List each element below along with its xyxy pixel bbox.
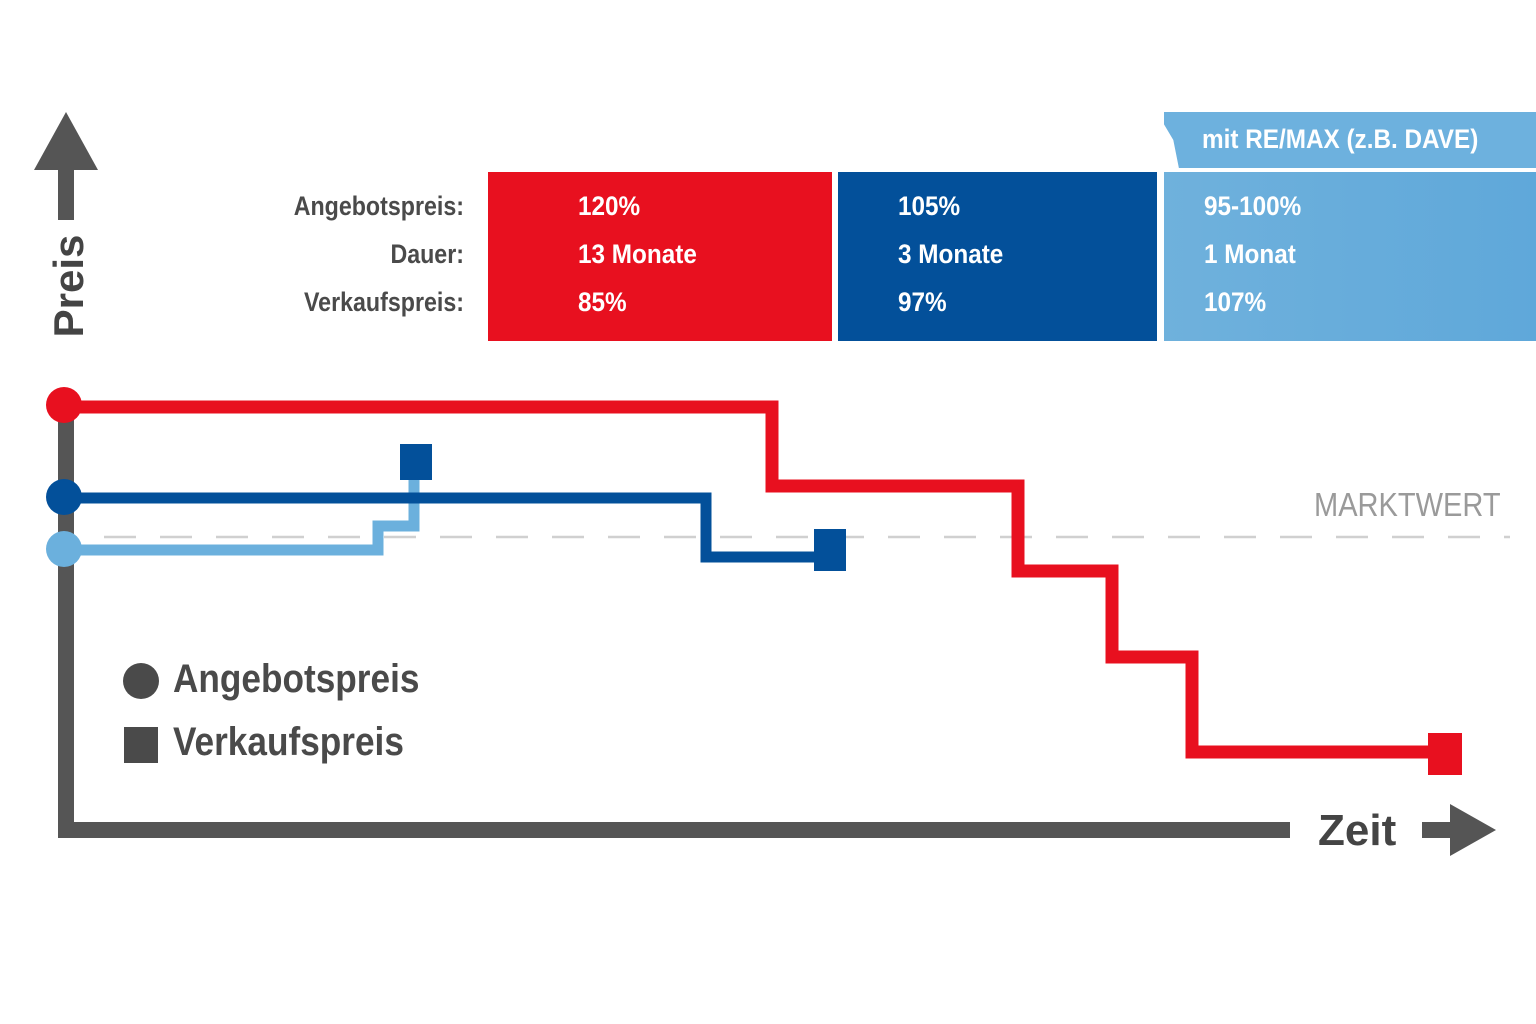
x-axis-arrow-shaft xyxy=(1422,822,1452,838)
y-axis-label: Preis xyxy=(45,234,92,338)
panel-red-angebotspreis: 120% xyxy=(578,191,641,221)
series-lightblue-line xyxy=(66,466,420,556)
legend-square-icon xyxy=(124,727,158,763)
series-lightblue-angebotspreis-circle xyxy=(46,531,82,567)
marktwert-label: MARKTWERT xyxy=(1314,486,1501,523)
panel-lightblue: 95-100% 1 Monat 107% xyxy=(1164,172,1536,341)
panel-red: 120% 13 Monate 85% xyxy=(488,172,832,341)
series-blue-verkaufspreis-square xyxy=(400,444,432,480)
remax-header-label: mit RE/MAX (z.B. DAVE) xyxy=(1202,124,1479,154)
panel-blue-angebotspreis: 105% xyxy=(898,191,961,221)
legend-circle-icon xyxy=(123,663,159,699)
legend-label-angebotspreis: Angebotspreis xyxy=(173,657,420,701)
panel-blue: 105% 3 Monate 97% xyxy=(838,172,1157,341)
panel-lightblue-angebotspreis: 95-100% xyxy=(1204,191,1302,221)
panel-blue-dauer: 3 Monate xyxy=(898,239,1004,269)
series-red-angebotspreis-circle xyxy=(46,387,82,423)
row-label-angebotspreis: Angebotspreis: xyxy=(293,191,464,221)
x-axis-line xyxy=(58,822,1290,838)
series-blue-angebotspreis-circle xyxy=(46,479,82,515)
panel-lightblue-verkaufspreis: 107% xyxy=(1204,287,1267,317)
legend-label-verkaufspreis: Verkaufspreis xyxy=(173,720,404,764)
panel-red-verkaufspreis: 85% xyxy=(578,287,627,317)
y-axis-line xyxy=(58,404,74,838)
series-red-line xyxy=(66,400,1440,759)
row-label-verkaufspreis: Verkaufspreis: xyxy=(303,287,464,317)
series-blue-verkaufspreis-square-2 xyxy=(814,529,846,571)
panel-blue-verkaufspreis: 97% xyxy=(898,287,947,317)
x-axis-label: Zeit xyxy=(1318,806,1397,855)
remax-header-tab xyxy=(1164,112,1536,168)
y-axis-arrow-shaft xyxy=(58,168,74,220)
y-axis-arrow-icon xyxy=(34,112,98,170)
x-axis-arrow-icon xyxy=(1450,804,1496,856)
panel-red-dauer: 13 Monate xyxy=(578,239,697,269)
panel-lightblue-dauer: 1 Monat xyxy=(1204,239,1296,269)
series-red-verkaufspreis-square xyxy=(1428,733,1462,775)
row-label-dauer: Dauer: xyxy=(390,239,464,269)
series-blue-line xyxy=(66,492,822,563)
